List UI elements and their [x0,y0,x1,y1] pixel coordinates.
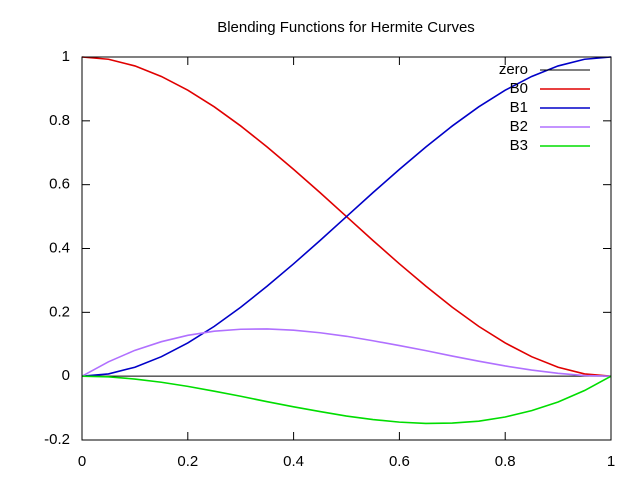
chart-title: Blending Functions for Hermite Curves [217,19,475,36]
y-tick-label: 0.4 [49,239,70,256]
legend-label: B1 [510,99,528,116]
y-tick-label: 0.8 [49,112,70,129]
series-line [81,375,612,425]
y-tick-label: 0.6 [49,176,70,193]
legend-label: B0 [510,80,528,97]
series-line [81,56,612,377]
x-tick-label: 0.4 [283,453,304,470]
y-tick-label: -0.2 [44,431,70,448]
legend-label: zero [499,61,528,78]
x-tick-label: 0.6 [389,453,410,470]
x-tick-label: 1 [607,453,615,470]
x-tick-label: 0.8 [495,453,516,470]
plot-border [81,56,612,441]
y-tick-label: 1 [62,48,70,65]
y-tick-label: 0 [62,367,70,384]
y-tick-label: 0.2 [49,303,70,320]
series-line [81,328,612,377]
x-tick-label: 0 [78,453,86,470]
x-tick-label: 0.2 [177,453,198,470]
legend-label: B3 [510,137,528,154]
legend-label: B2 [510,118,528,135]
